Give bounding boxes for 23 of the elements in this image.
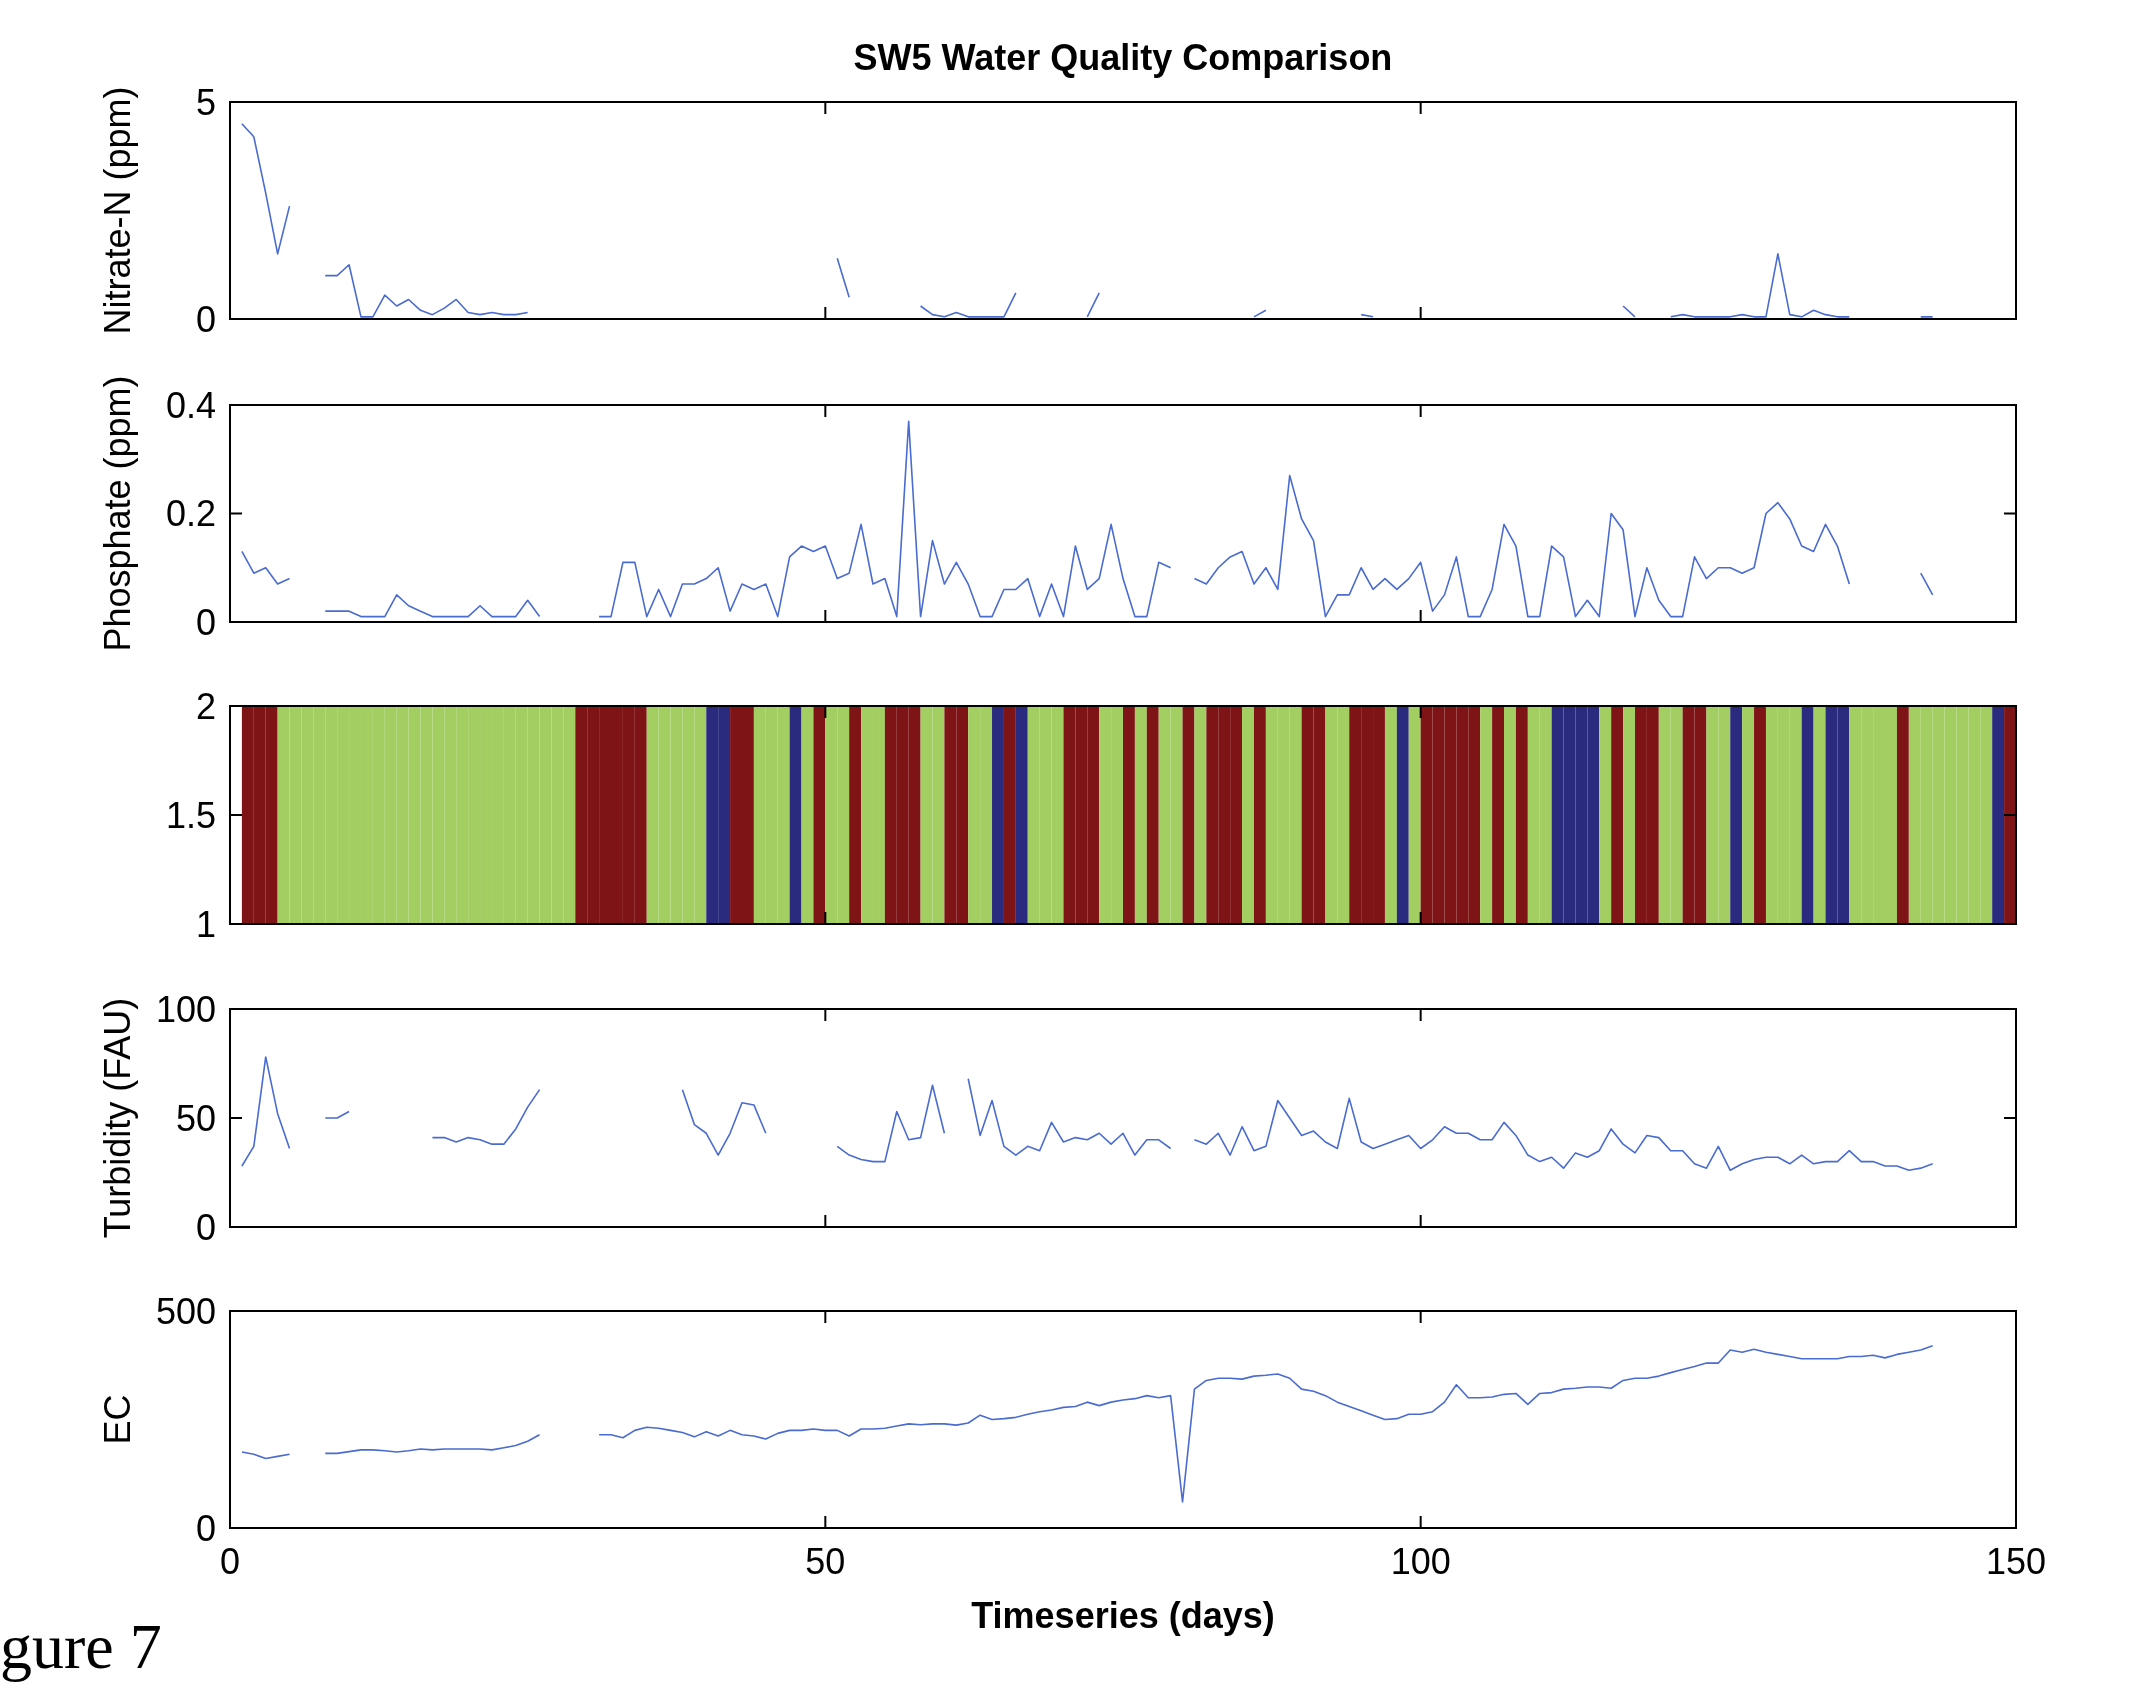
chart-title: SW5 Water Quality Comparison	[853, 37, 1393, 78]
text: gure 7	[0, 1611, 162, 1682]
y-tick-label: 5	[195, 81, 216, 123]
x-axis-title: Timeseries (days)	[971, 1595, 1275, 1636]
y-tick-label: 0	[195, 298, 216, 340]
y-axis-title: Nitrate-N (ppm)	[97, 86, 138, 335]
y-tick-label: 1	[195, 903, 216, 945]
y-tick-label: 50	[175, 1097, 216, 1139]
x-tick-label: 150	[1985, 1541, 2047, 1582]
y-tick-label: 500	[155, 1290, 216, 1332]
y-tick-label: 0.2	[165, 493, 216, 535]
y-tick-label: 0	[195, 1507, 216, 1549]
y-axis-title: EC	[97, 1394, 138, 1445]
y-tick-label: 0	[195, 1206, 216, 1248]
x-tick-label: 50	[805, 1541, 846, 1582]
y-tick-label: 100	[155, 988, 216, 1030]
y-tick-label: 0	[195, 601, 216, 643]
y-tick-label: 0.4	[165, 384, 216, 426]
x-tick-label: 100	[1390, 1541, 1451, 1582]
y-tick-label: 1.5	[165, 794, 216, 836]
y-axis-title: Turbidity (FAU)	[97, 997, 138, 1239]
y-axis-title: Phosphate (ppm)	[97, 375, 138, 652]
y-tick-label: 2	[195, 685, 216, 727]
